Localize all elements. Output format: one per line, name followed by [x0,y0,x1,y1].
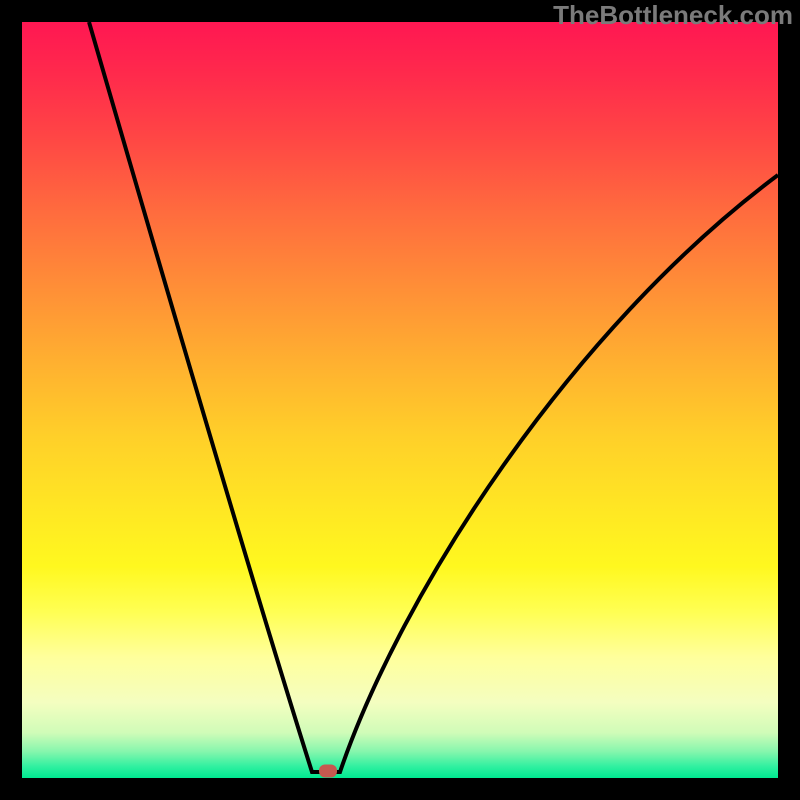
plot-frame [0,0,800,800]
watermark-text: TheBottleneck.com [553,0,793,31]
